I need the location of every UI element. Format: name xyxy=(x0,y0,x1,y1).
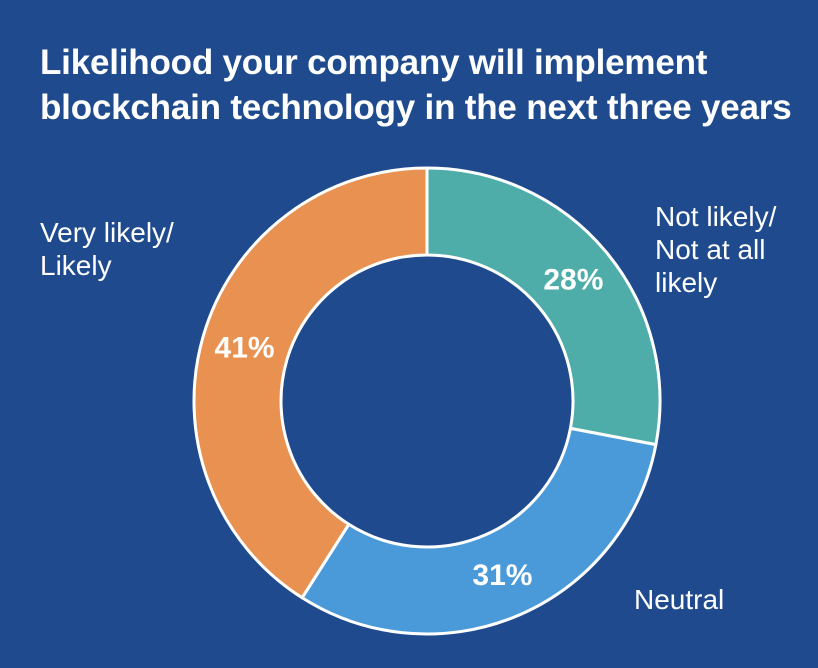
category-label-neutral: Neutral xyxy=(634,583,724,616)
chart-title-line-2: blockchain technology in the next three … xyxy=(40,88,792,127)
value-label-not-likely: 28% xyxy=(543,263,603,296)
category-label-not-likely: Not likely/ Not at all likely xyxy=(655,200,776,299)
value-label-very-likely: 41% xyxy=(215,331,275,364)
donut-slice-neutral xyxy=(300,426,658,636)
donut-value-labels: 28% 31% 41% xyxy=(215,263,604,591)
category-label-not-likely-line-1: Not likely/ xyxy=(655,201,777,232)
value-label-neutral: 31% xyxy=(472,559,532,592)
category-label-very-likely-line-1: Very likely/ xyxy=(40,217,174,248)
category-label-very-likely: Very likely/ Likely xyxy=(40,216,174,282)
category-label-very-likely-line-2: Likely xyxy=(40,250,112,281)
chart-title: Likelihood your company will implement b… xyxy=(40,40,810,130)
category-label-neutral-line-1: Neutral xyxy=(634,584,725,615)
category-label-not-likely-line-3: likely xyxy=(655,267,718,298)
chart-title-line-1: Likelihood your company will implement xyxy=(40,43,708,82)
category-label-not-likely-line-2: Not at all xyxy=(655,234,766,265)
donut-slices xyxy=(192,166,662,636)
donut-slice-very-likely xyxy=(192,166,429,600)
donut-slice-not-likely xyxy=(425,166,662,447)
